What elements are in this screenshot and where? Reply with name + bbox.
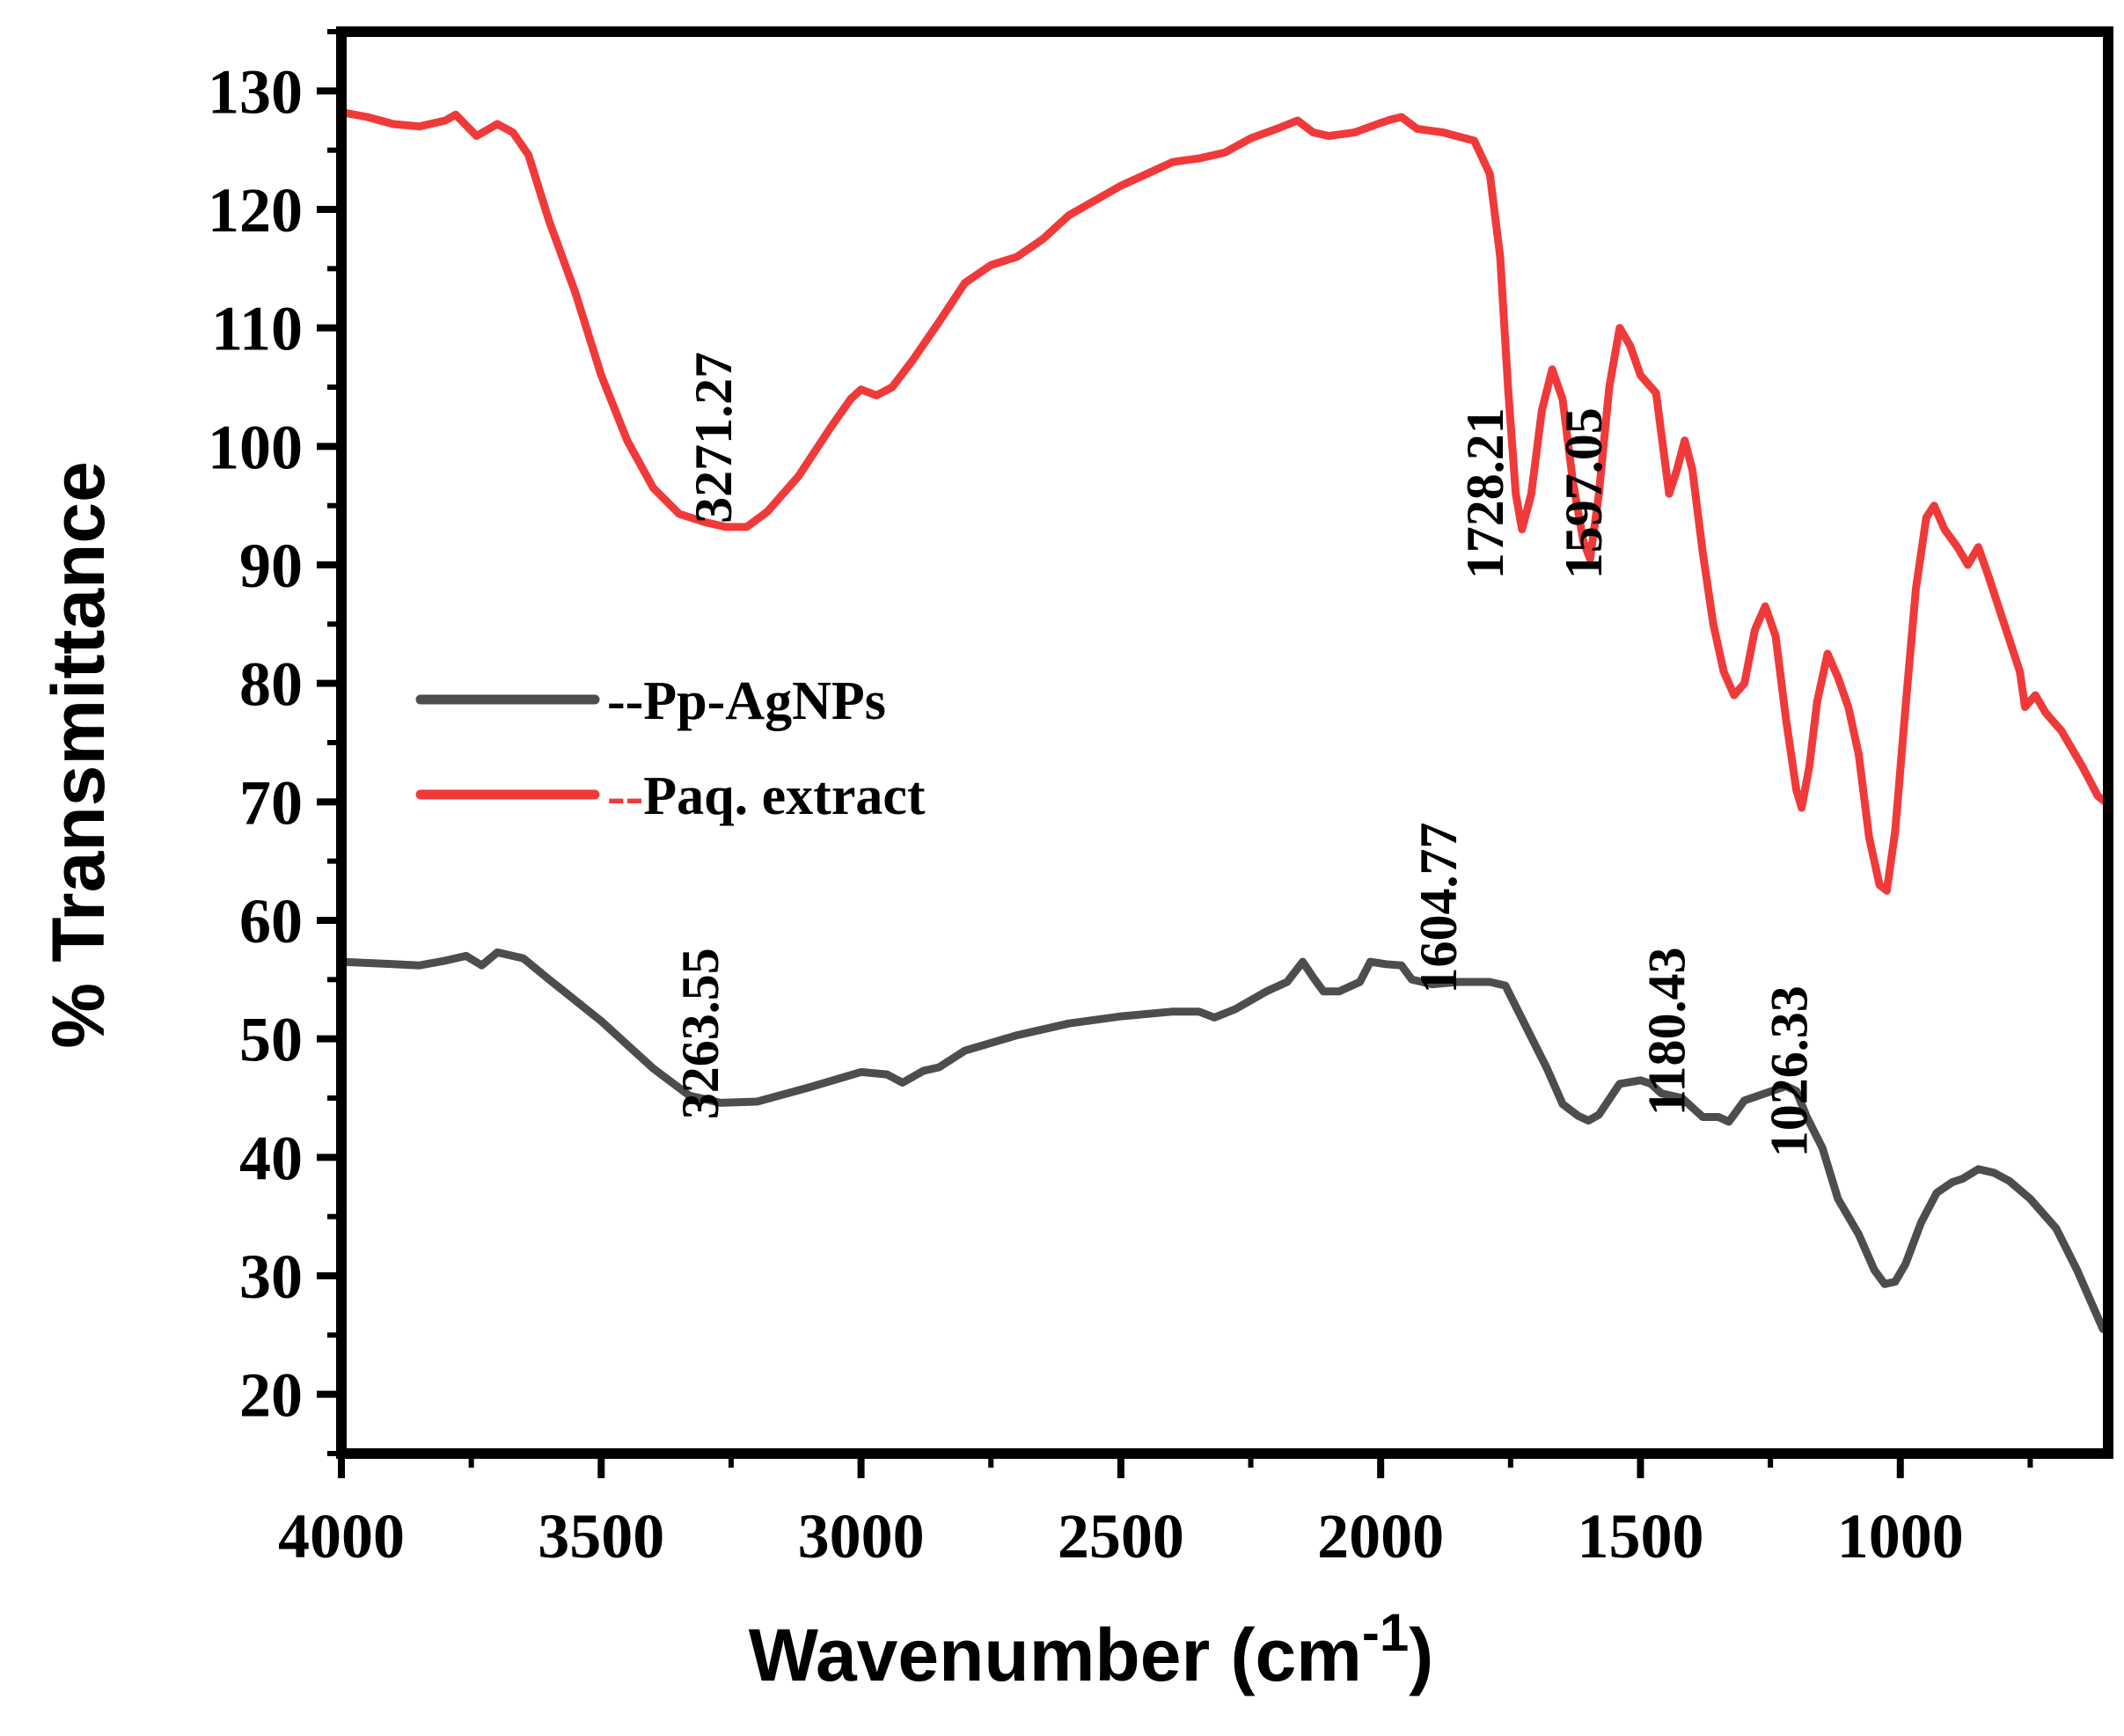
y-tick-label: 20 [239,1360,303,1431]
peak-annotation: 3271.27 [685,352,743,524]
peak-annotation: 1728.21 [1456,407,1514,579]
x-axis-title: Wavenumber (cm-1) [749,1603,1433,1696]
plot-series [337,108,2113,1334]
y-tick-label: 50 [239,1005,303,1075]
y-tick-label: 130 [208,56,303,127]
x-tick-label: 4000 [278,1501,405,1571]
y-tick-label: 30 [239,1242,303,1312]
peak-annotation: 1026.33 [1761,985,1819,1157]
y-axis-title: % Transmittance [37,461,120,1049]
tick-labels: 20 30 40 50 60 70 80 90 100 110 120 130 4000 3500 3000… [208,56,1964,1571]
x-tick-label: 2500 [1058,1501,1184,1571]
legend-series-name: Paq. extract [643,766,926,826]
plot-frame [336,26,2113,1459]
y-tick-label: 100 [208,412,303,482]
x-axis-title-close: ) [1409,1614,1433,1696]
legend-prefix: -- [607,671,643,731]
y-tick-label: 120 [208,175,303,245]
legend-label: --Pp-AgNPs [607,671,886,731]
legend: --Pp-AgNPs--Paq. extract [415,671,926,826]
x-tick-label: 1500 [1577,1501,1703,1571]
series-line-paq-extract [337,108,2113,895]
peak-annotation: 3263.55 [671,948,729,1119]
x-tick-label: 2000 [1317,1501,1444,1571]
x-axis-title-superscript: -1 [1362,1603,1409,1662]
y-tick-label: 110 [211,294,303,364]
y-tick-label: 90 [239,531,303,601]
y-tick-label: 80 [239,649,303,720]
peak-annotation: 1180.43 [1638,947,1696,1116]
x-axis-title-main: Wavenumber (cm [749,1614,1362,1696]
peak-annotations: 3271.27 1728.21 1597.05 3263.55 1604.77 1180.… [671,352,1818,1157]
peak-annotation: 1597.05 [1555,407,1613,579]
y-tick-label: 40 [239,1123,303,1193]
legend-series-name: Pp-AgNPs [643,671,886,731]
y-tick-label: 60 [239,886,303,956]
series-line-pp-agnps [337,948,2107,1334]
legend-label: --Paq. extract [607,766,926,826]
x-tick-label: 3500 [538,1501,664,1571]
x-tick-label: 1000 [1837,1501,1964,1571]
y-tick-label: 70 [239,767,303,838]
legend-prefix: -- [607,766,643,826]
peak-annotation: 1604.77 [1410,823,1468,994]
x-tick-label: 3000 [798,1501,925,1571]
